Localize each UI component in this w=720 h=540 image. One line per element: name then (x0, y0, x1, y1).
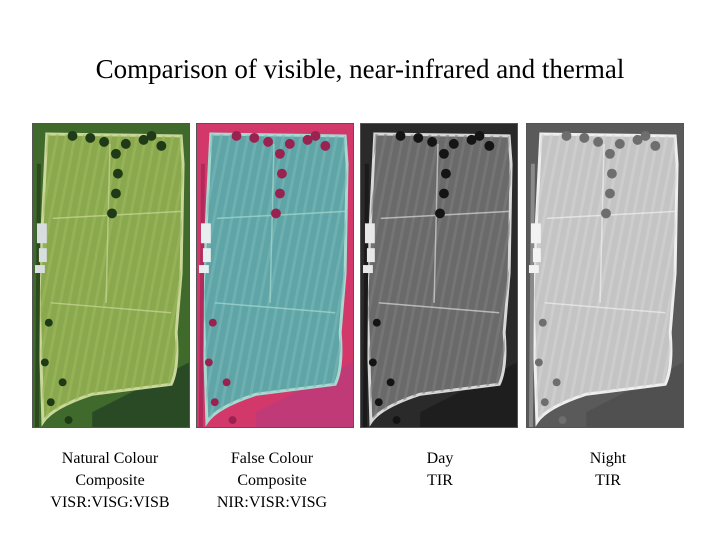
caption-line: NIR:VISR:VISG (216, 494, 328, 511)
buildings (528, 223, 541, 274)
buildings (34, 223, 47, 274)
buildings (362, 223, 375, 274)
caption-line: Night (589, 450, 627, 467)
caption-line: Natural Colour (61, 450, 159, 467)
caption-day-tir: Day TIR (355, 448, 525, 492)
caption-line: TIR (595, 472, 621, 489)
caption-natural: Natural Colour Composite VISR:VISG:VISB (25, 448, 195, 514)
caption-line: VISR:VISG:VISB (50, 494, 170, 511)
caption-false-colour: False Colour Composite NIR:VISR:VISG (187, 448, 357, 514)
caption-line: TIR (427, 472, 453, 489)
aerial-image-day-tir (360, 123, 518, 428)
buildings (198, 223, 211, 274)
aerial-image-night-tir (526, 123, 684, 428)
caption-line: Composite (237, 472, 307, 489)
caption-night-tir: Night TIR (523, 448, 693, 492)
aerial-image-svg (361, 124, 517, 427)
aerial-image-false-colour (196, 123, 354, 428)
slide-title: Comparison of visible, near-infrared and… (95, 54, 625, 84)
caption-line: False Colour (230, 450, 314, 467)
aerial-image-svg (197, 124, 353, 427)
aerial-image-svg (527, 124, 683, 427)
caption-line: Day (426, 450, 454, 467)
caption-line: Composite (75, 472, 145, 489)
aerial-image-natural (32, 123, 190, 428)
aerial-image-svg (33, 124, 189, 427)
